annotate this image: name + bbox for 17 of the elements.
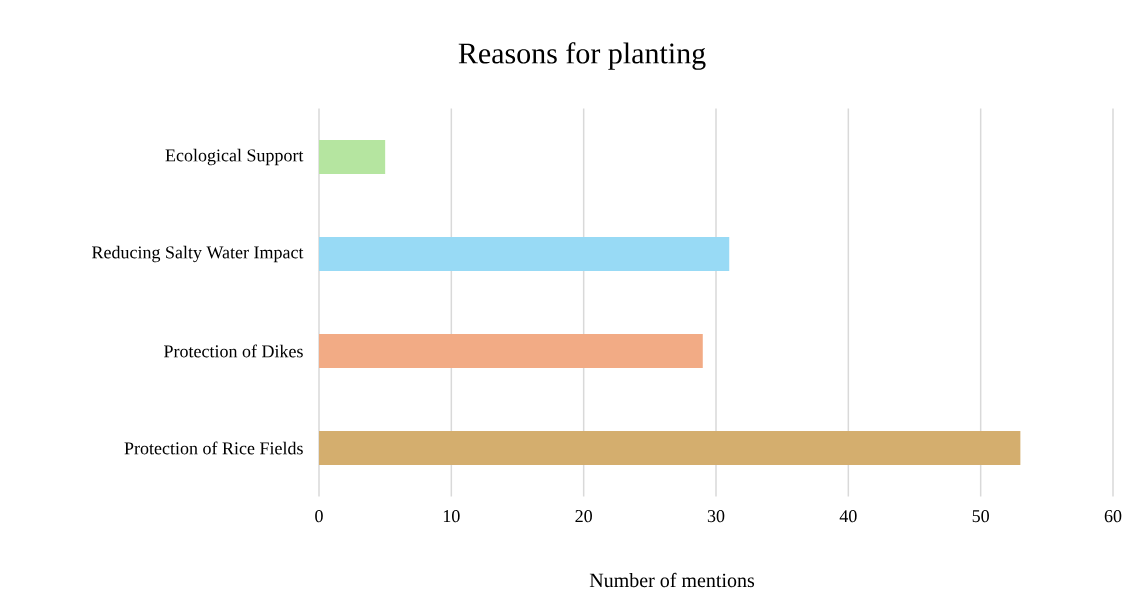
- bar: [319, 237, 730, 271]
- bar: [319, 140, 386, 174]
- x-tick-label: 0: [315, 510, 323, 523]
- bar: [319, 334, 703, 369]
- chart-title: Reasons for planting: [458, 42, 706, 70]
- x-axis-title: Number of mentions: [589, 572, 755, 588]
- x-tick-label: 40: [839, 510, 857, 523]
- y-tick-label: Protection of Dikes: [164, 344, 303, 358]
- x-tick-label: 50: [972, 510, 989, 523]
- y-tick-label: Protection of Rice Fields: [124, 441, 303, 455]
- x-tick-label: 10: [443, 510, 460, 523]
- x-tick-label: 60: [1104, 510, 1122, 523]
- y-tick-label: Ecological Support: [165, 148, 304, 166]
- y-tick-label: Reducing Salty Water Impact: [92, 245, 304, 263]
- x-tick-label: 30: [707, 510, 725, 523]
- bar: [319, 431, 1021, 465]
- x-tick-label: 20: [575, 510, 592, 523]
